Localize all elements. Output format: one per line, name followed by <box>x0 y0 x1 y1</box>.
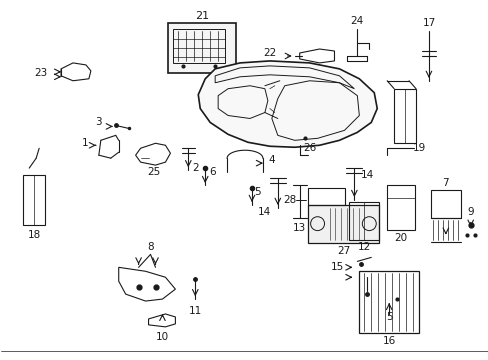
Text: 16: 16 <box>382 336 395 346</box>
Text: 20: 20 <box>394 233 407 243</box>
Bar <box>359 271 418 333</box>
Text: 15: 15 <box>330 262 344 272</box>
Text: 11: 11 <box>188 306 202 316</box>
Text: 19: 19 <box>411 143 425 153</box>
Polygon shape <box>198 61 376 147</box>
Text: 27: 27 <box>336 247 349 256</box>
Text: 14: 14 <box>360 170 373 180</box>
Text: 2: 2 <box>192 163 198 173</box>
Text: 22: 22 <box>263 48 276 58</box>
Text: 25: 25 <box>146 167 160 177</box>
Text: 1: 1 <box>81 138 88 148</box>
Text: 14: 14 <box>258 207 271 217</box>
Text: 18: 18 <box>27 230 41 239</box>
Bar <box>307 188 345 205</box>
Text: 13: 13 <box>292 222 305 233</box>
Text: 12: 12 <box>357 243 370 252</box>
Text: 6: 6 <box>208 167 215 177</box>
Text: 8: 8 <box>147 243 154 252</box>
Text: 17: 17 <box>422 18 435 28</box>
Bar <box>23 175 45 225</box>
Bar <box>386 185 414 230</box>
Text: 21: 21 <box>195 11 209 21</box>
Text: 5: 5 <box>385 312 392 322</box>
Bar <box>393 89 415 143</box>
Bar <box>307 205 379 243</box>
Text: 9: 9 <box>467 207 473 217</box>
Bar <box>430 190 460 218</box>
Text: 26: 26 <box>303 143 316 153</box>
Bar <box>349 202 379 239</box>
Text: 3: 3 <box>95 117 102 127</box>
Text: 28: 28 <box>283 195 296 205</box>
Text: 5: 5 <box>254 187 261 197</box>
Text: 23: 23 <box>35 68 48 78</box>
Text: 10: 10 <box>156 332 169 342</box>
Text: 7: 7 <box>442 178 448 188</box>
Bar <box>168 23 236 73</box>
Text: 24: 24 <box>350 16 363 26</box>
Text: 4: 4 <box>268 155 275 165</box>
